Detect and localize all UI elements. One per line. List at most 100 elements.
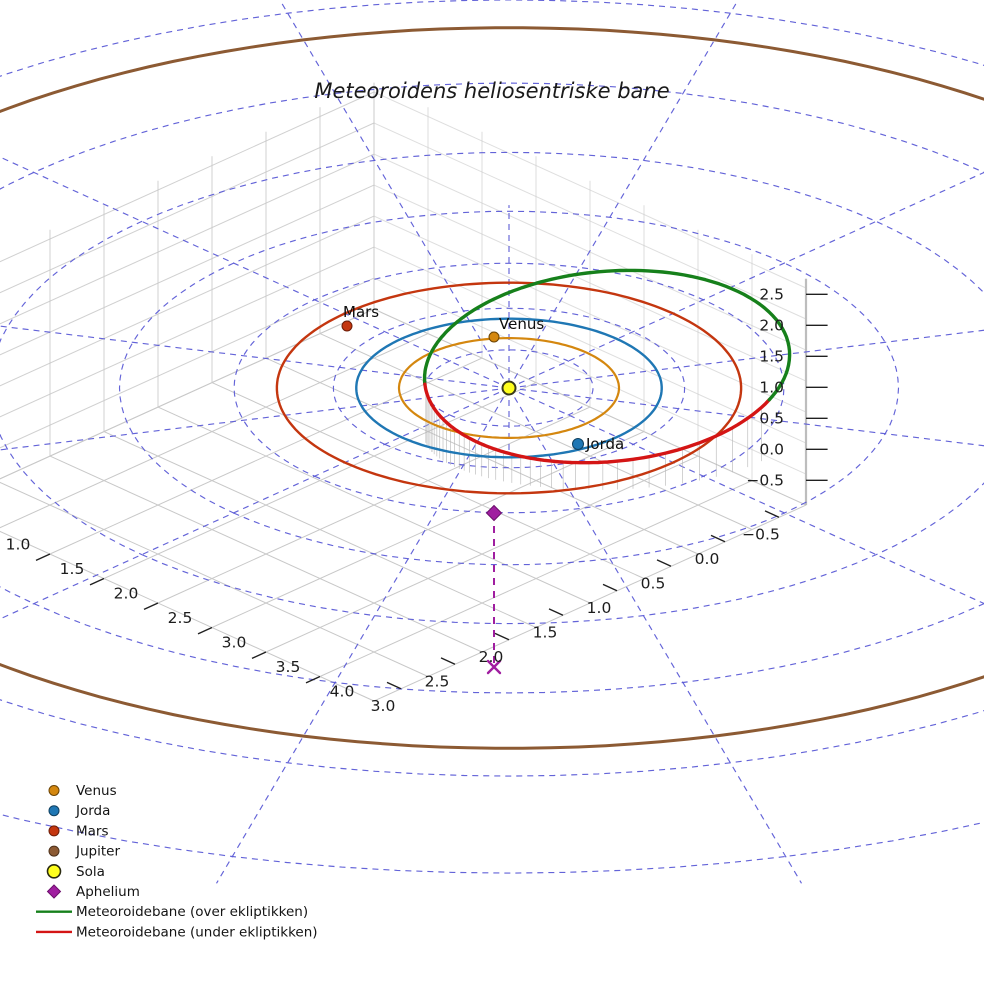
- z-tick-label: 1.0: [759, 378, 784, 396]
- z-tick-label: 2.5: [759, 285, 784, 303]
- y-tick-mark: [251, 651, 267, 660]
- x-tick-mark: [710, 534, 726, 543]
- floor-gridline-y: [157, 406, 591, 604]
- wall-gridline-horizontal: [373, 153, 807, 351]
- legend-item[interactable]: Mars: [48, 823, 109, 839]
- z-tick-label: −0.5: [746, 471, 784, 489]
- floor-gridline-y: [103, 382, 537, 579]
- legend-label: Aphelium: [76, 884, 140, 900]
- x-tick-mark: [764, 510, 780, 518]
- floor-gridline-y: [319, 480, 753, 677]
- x-tick-label: 2.5: [425, 672, 450, 690]
- y-tick-mark: [89, 577, 105, 586]
- orbit-jorda: [355, 317, 663, 459]
- legend-label: Sola: [76, 864, 105, 880]
- meteoroid-orbit-under-ecliptic: [423, 382, 434, 407]
- y-tick-label: 3.5: [276, 658, 301, 676]
- legend-item[interactable]: Meteoroidebane (over ekliptikken): [36, 904, 308, 920]
- orbit-mars: [275, 281, 743, 495]
- legend-marker-mars: [48, 825, 60, 837]
- wall-gridline-horizontal: [0, 122, 375, 294]
- wall-gridline-horizontal: [373, 246, 807, 444]
- sola-marker: [501, 380, 517, 396]
- planet-orbits-group: [0, 26, 984, 750]
- x-tick-label: 1.5: [533, 623, 558, 641]
- z-tick-label: 2.0: [759, 316, 784, 334]
- floor-gridline-y: [0, 308, 375, 480]
- wall-gridline-horizontal: [0, 246, 375, 418]
- mars-label: Mars: [343, 303, 379, 321]
- x-tick-label: −0.5: [742, 525, 780, 543]
- y-tick-label: 1.0: [6, 536, 31, 554]
- x-tick-label: 2.0: [479, 648, 504, 666]
- polar-gridlines-group: [0, 0, 984, 884]
- legend-marker-jupiter: [48, 845, 60, 857]
- floor-gridline-y: [211, 431, 645, 628]
- legend-label: Meteoroidebane (under ekliptikken): [76, 924, 318, 940]
- legend-item[interactable]: Aphelium: [46, 884, 140, 900]
- polar-grid-spoke: [508, 171, 984, 389]
- wall-gridline-horizontal: [373, 91, 807, 289]
- legend-item[interactable]: Sola: [46, 863, 105, 880]
- legend-item[interactable]: Meteoroidebane (under ekliptikken): [36, 924, 318, 940]
- legend-marker-sola: [46, 863, 62, 879]
- legend-label: Venus: [76, 783, 117, 799]
- y-tick-mark: [143, 602, 159, 611]
- x-tick-mark: [656, 559, 672, 567]
- x-tick-label: 0.5: [641, 574, 666, 592]
- y-tick-mark: [305, 675, 321, 684]
- polar-grid-spoke: [0, 325, 510, 389]
- legend-item[interactable]: Jupiter: [48, 844, 120, 860]
- polar-grid-spoke: [279, 0, 510, 389]
- aphelium-ground-x-marker: [486, 659, 502, 675]
- body-annotations-group: Mars Venus Jorda: [343, 303, 624, 453]
- legend-label: Meteoroidebane (over ekliptikken): [76, 904, 308, 920]
- legend-marker-venus: [48, 785, 60, 796]
- x-tick-mark: [440, 657, 456, 665]
- wall-gridline-horizontal: [0, 215, 375, 387]
- orbit-venus: [397, 337, 621, 439]
- pane-gridlines-group: [0, 82, 808, 702]
- legend-label: Jupiter: [75, 844, 120, 860]
- y-tick-label: 4.0: [330, 683, 355, 701]
- x-tick-label: 3.0: [371, 697, 396, 715]
- legend-item[interactable]: Jorda: [48, 803, 110, 819]
- floor-gridline-y: [265, 455, 699, 653]
- polar-grid-circle-6: [0, 0, 984, 777]
- meteoroid-orbit-under-ecliptic: [430, 398, 771, 465]
- legend-marker-jorda: [48, 805, 60, 817]
- jorda-label: Jorda: [585, 435, 624, 453]
- wall-gridline-horizontal: [373, 215, 807, 413]
- wall-gridline-horizontal: [0, 184, 375, 356]
- floor-gridline-y: [0, 333, 429, 529]
- z-tick-label: 1.5: [759, 347, 784, 365]
- polar-grid-circle-5: [0, 82, 984, 694]
- orbit-jupiter: [0, 26, 984, 750]
- wall-gridline-horizontal: [0, 308, 375, 480]
- z-tick-label: 0.5: [759, 409, 784, 427]
- wall-gridline-horizontal: [0, 91, 375, 263]
- x-tick-mark: [386, 681, 402, 690]
- wall-gridline-horizontal: [0, 153, 375, 325]
- floor-gridline-y: [373, 504, 807, 702]
- legend-item[interactable]: Venus: [48, 783, 117, 799]
- aphelium-dropline-group: [486, 513, 502, 675]
- x-tick-mark: [548, 608, 564, 616]
- aphelium-marker: [485, 504, 503, 522]
- x-tick-label: 1.0: [587, 599, 612, 617]
- axis-tick-labels-group: −0.5 0.0 0.5 1.0 1.5 2.0 2.5 3.0 1.0 1.5 2.0 2.5 3.0…: [6, 285, 828, 715]
- legend-label: Jorda: [75, 803, 110, 819]
- polar-grid-circle-4: [0, 151, 984, 625]
- meteoroid-orbit-group: [422, 268, 792, 465]
- x-tick-mark: [494, 632, 510, 641]
- wall-gridline-horizontal: [373, 308, 807, 506]
- legend-label: Mars: [76, 823, 109, 839]
- jorda-marker: [572, 438, 584, 450]
- body-markers-group: [341, 320, 584, 522]
- z-tick-label: 0.0: [759, 440, 784, 458]
- meteoroid-orbit-over-ecliptic: [422, 268, 792, 402]
- y-tick-label: 2.0: [114, 585, 139, 603]
- polar-grid-spoke: [0, 387, 510, 620]
